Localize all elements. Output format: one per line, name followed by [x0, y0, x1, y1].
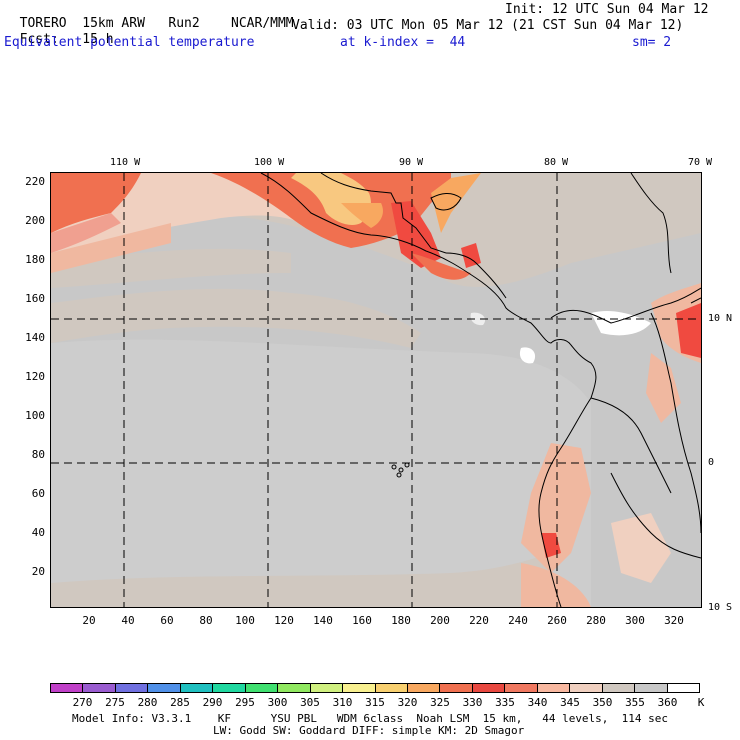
- lon-label-90w: 90 W: [399, 157, 424, 168]
- colorbar-label: 305: [300, 696, 320, 709]
- y-tick: 220: [25, 175, 45, 188]
- colorbar-label: 295: [235, 696, 255, 709]
- colorbar-swatch: [278, 684, 311, 692]
- colorbar-swatch: [667, 684, 700, 692]
- colorbar-label: 325: [430, 696, 450, 709]
- colorbar-label: 355: [625, 696, 645, 709]
- x-tick: 100: [235, 614, 255, 627]
- colorbar-swatch: [472, 684, 506, 692]
- x-tick: 160: [352, 614, 372, 627]
- x-tick: 180: [391, 614, 411, 627]
- smoothing-info: sm= 2: [632, 35, 672, 50]
- lat-label-10n: 10 N: [708, 313, 733, 324]
- y-tick: 80: [31, 448, 45, 461]
- colorbar-swatch: [375, 684, 408, 692]
- x-tick: 140: [313, 614, 333, 627]
- y-tick: 200: [25, 214, 45, 227]
- colorbar-swatch: [180, 684, 214, 692]
- colorbar: [50, 683, 700, 693]
- colorbar-swatch: [245, 684, 279, 692]
- map-panel: [50, 172, 702, 608]
- colorbar-swatch: [407, 684, 441, 692]
- colorbar-label: 345: [560, 696, 580, 709]
- colorbar-label: 300: [267, 696, 288, 709]
- x-tick: 60: [160, 614, 174, 627]
- model-name: TORERO: [19, 16, 67, 31]
- colorbar-swatch: [83, 684, 116, 692]
- x-tick: 300: [625, 614, 645, 627]
- colorbar-label: 285: [170, 696, 190, 709]
- colorbar-swatch: [602, 684, 636, 692]
- colorbar-label: 270: [72, 696, 93, 709]
- y-tick: 20: [31, 565, 45, 578]
- y-tick: 120: [25, 370, 45, 383]
- colorbar-swatch: [213, 684, 246, 692]
- lon-label-100w: 100 W: [254, 157, 285, 168]
- colorbar-swatch: [51, 684, 84, 692]
- lon-label-80w: 80 W: [544, 157, 569, 168]
- theta-e-field: [51, 173, 701, 607]
- colorbar-swatch: [570, 684, 603, 692]
- colorbar-label: 340: [527, 696, 548, 709]
- colorbar-label: 320: [397, 696, 418, 709]
- colorbar-label: 330: [462, 696, 483, 709]
- x-tick: 20: [82, 614, 96, 627]
- colorbar-unit: K: [697, 696, 705, 709]
- lat-label-10s: 10 S: [708, 602, 733, 613]
- forecast-hour: Fcst: 15 h: [4, 19, 114, 47]
- fcst-label: Fcst:: [19, 32, 59, 47]
- model-info-line2: LW: Godd SW: Goddard DIFF: simple KM: 2D…: [213, 724, 525, 737]
- y-tick: 60: [31, 487, 45, 500]
- y-tick: 140: [25, 331, 45, 344]
- colorbar-swatch: [537, 684, 571, 692]
- lon-label-110w: 110 W: [110, 157, 141, 168]
- colorbar-label: 310: [332, 696, 353, 709]
- valid-time: Valid: 03 UTC Mon 05 Mar 12 (21 CST Sun …: [292, 18, 684, 33]
- colorbar-swatch: [635, 684, 668, 692]
- y-tick: 160: [25, 292, 45, 305]
- colorbar-label: 360: [657, 696, 678, 709]
- colorbar-label: 275: [105, 696, 125, 709]
- level-info: at k-index = 44: [340, 35, 466, 50]
- colorbar-label: 350: [592, 696, 613, 709]
- x-tick: 280: [586, 614, 606, 627]
- lon-label-70w: 70 W: [688, 157, 713, 168]
- fcst-value: 15 h: [82, 32, 114, 47]
- model-info-line1: Model Info: V3.3.1 KF YSU PBL WDM 6class…: [72, 712, 669, 725]
- colorbar-swatch: [148, 684, 181, 692]
- model-org: NCAR/MMM: [231, 16, 294, 31]
- colorbar-label: 280: [137, 696, 158, 709]
- colorbar-swatch: [505, 684, 538, 692]
- lat-label-0: 0: [708, 457, 715, 468]
- model-run: Run2: [168, 16, 200, 31]
- x-tick: 240: [508, 614, 528, 627]
- model-resolution: 15km ARW: [82, 16, 145, 31]
- header-model: TORERO 15km ARW Run2 NCAR/MMM: [4, 3, 294, 31]
- colorbar-swatch: [115, 684, 149, 692]
- x-tick: 200: [430, 614, 450, 627]
- init-time: Init: 12 UTC Sun 04 Mar 12: [505, 2, 709, 17]
- colorbar-swatch: [310, 684, 344, 692]
- y-tick: 100: [25, 409, 45, 422]
- colorbar-swatch: [343, 684, 376, 692]
- x-tick: 80: [199, 614, 213, 627]
- y-tick: 40: [31, 526, 45, 539]
- colorbar-label: 290: [202, 696, 223, 709]
- x-tick: 40: [121, 614, 135, 627]
- x-tick: 260: [547, 614, 567, 627]
- x-tick: 320: [664, 614, 684, 627]
- x-tick: 220: [469, 614, 489, 627]
- field-name: Equivalent potential temperature: [4, 35, 255, 50]
- colorbar-label: 335: [495, 696, 515, 709]
- colorbar-swatch: [440, 684, 473, 692]
- x-tick: 120: [274, 614, 294, 627]
- y-tick: 180: [25, 253, 45, 266]
- colorbar-label: 315: [365, 696, 385, 709]
